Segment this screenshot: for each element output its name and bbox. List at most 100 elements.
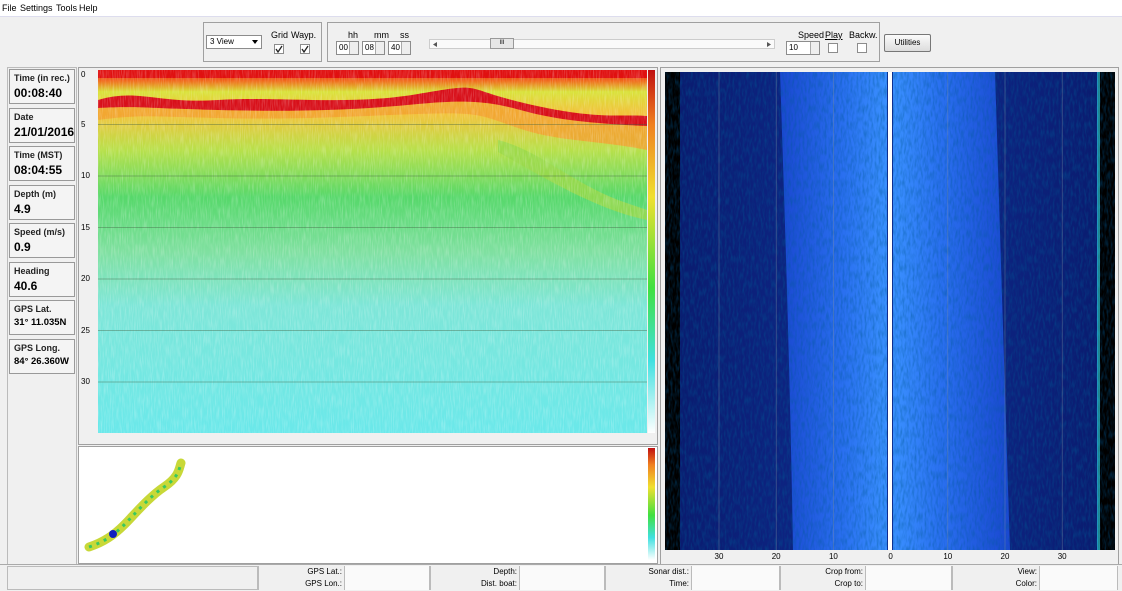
speed-label: Speed [798, 30, 824, 40]
map-panel [78, 446, 658, 564]
depth-tick-label: 15 [81, 223, 90, 232]
utilities-button[interactable]: Utilities [884, 34, 931, 52]
nadir-line [888, 72, 892, 550]
status-value [520, 566, 605, 578]
depth-tick-label: 10 [81, 171, 90, 180]
grid-checkbox[interactable] [274, 44, 284, 54]
view-select-text: 3 View [210, 37, 234, 46]
time-value: 00 [339, 43, 348, 52]
depth-tick-label: 5 [81, 120, 85, 129]
info-label: Depth (m) [14, 189, 74, 199]
edge-line [1097, 72, 1100, 550]
menu-item[interactable]: Tools [56, 3, 77, 13]
info-label: GPS Lat. [14, 304, 74, 314]
info-box: Time (MST) 08:04:55 [9, 146, 75, 181]
info-label: Time (MST) [14, 150, 74, 160]
boat-track [89, 463, 181, 547]
waypoints-checkbox[interactable] [300, 44, 310, 54]
status-value [692, 566, 780, 578]
time-label: hh [348, 30, 358, 40]
speed-spinner[interactable]: 10 [786, 41, 820, 55]
range-tick-label: 30 [709, 552, 729, 561]
range-tick-label: 10 [938, 552, 958, 561]
backward-label: Backw. [849, 30, 878, 40]
depth-tick-label: 25 [81, 326, 90, 335]
status-value [345, 578, 430, 590]
echogram-image [98, 70, 647, 433]
range-tick-label: 30 [1052, 552, 1072, 561]
app-window: FileSettingsToolsHelp 3 View Grid Wayp. … [0, 0, 1122, 590]
info-box: Speed (m/s) 0.9 [9, 223, 75, 258]
status-label: Dist. boat: [430, 578, 520, 590]
time-value: 08 [365, 43, 374, 52]
status-value [1040, 566, 1118, 578]
info-label: Date [14, 112, 74, 122]
backward-checkbox[interactable] [857, 43, 867, 53]
status-value [520, 578, 605, 590]
play-checkbox[interactable] [828, 43, 838, 53]
info-box: Depth (m) 4.9 [9, 185, 75, 220]
info-box: Heading 40.6 [9, 262, 75, 297]
status-label: View: [952, 566, 1040, 578]
play-label: Play [825, 30, 843, 40]
info-label: Speed (m/s) [14, 227, 74, 237]
map-color-bar [648, 448, 655, 560]
echo-color-bar [648, 70, 655, 433]
menu-item[interactable]: Help [79, 3, 98, 13]
status-label: Sonar dist.: [605, 566, 692, 578]
info-value: 84° 26.360W [14, 356, 74, 367]
track-detail [89, 463, 181, 547]
time-label: ss [400, 30, 409, 40]
check [275, 45, 283, 53]
info-box: GPS Long. 84° 26.360W [9, 339, 75, 374]
status-value [866, 566, 952, 578]
info-value: 08:04:55 [14, 163, 74, 177]
depth-tick-label: 20 [81, 274, 90, 283]
status-bar: GPS Lat.:Depth:Sonar dist.:Crop from:Vie… [0, 564, 1122, 591]
view-select[interactable]: 3 View [206, 35, 262, 49]
dropdown-arrow [252, 40, 258, 44]
status-label: Depth: [430, 566, 520, 578]
depth-tick-label: 0 [81, 70, 85, 79]
time-slider[interactable]: III [429, 39, 775, 49]
status-label: Color: [952, 578, 1040, 590]
menu-item[interactable]: Settings [20, 3, 53, 13]
info-value: 40.6 [14, 279, 74, 293]
boat-position [109, 530, 117, 538]
status-label: GPS Lat.: [258, 566, 345, 578]
time-spinner[interactable]: 00 [336, 41, 359, 55]
time-spinner[interactable]: 40 [388, 41, 411, 55]
status-value [1040, 578, 1118, 590]
time-spinner[interactable]: 08 [362, 41, 385, 55]
menu-item[interactable]: File [2, 3, 17, 13]
info-box: Time (in rec.) 00:08:40 [9, 69, 75, 104]
slider-left-arrow [433, 42, 437, 47]
track-map [79, 447, 657, 563]
status-label: GPS Lon.: [258, 578, 345, 590]
info-label: Heading [14, 266, 74, 276]
status-label: Time: [605, 578, 692, 590]
time-label: mm [374, 30, 389, 40]
status-label: Crop to: [780, 578, 866, 590]
info-value: 31° 11.035N [14, 317, 74, 328]
info-value: 00:08:40 [14, 86, 74, 100]
range-tick-label: 0 [881, 552, 901, 561]
view-group: 3 View Grid Wayp. [203, 22, 322, 62]
grid-label: Grid [271, 30, 288, 40]
slider-grip-text: III [499, 40, 504, 46]
slider-grip[interactable]: III [490, 38, 514, 49]
info-box: GPS Lat. 31° 11.035N [9, 300, 75, 335]
info-label: Time (in rec.) [14, 73, 74, 83]
info-value: 4.9 [14, 202, 74, 216]
range-tick-label: 20 [766, 552, 786, 561]
info-label: GPS Long. [14, 343, 74, 353]
info-box: Date 21/01/2016 [9, 108, 75, 143]
range-tick-label: 10 [823, 552, 843, 561]
depth-tick-label: 30 [81, 377, 90, 386]
info-value: 0.9 [14, 240, 74, 254]
info-value: 21/01/2016 [14, 125, 74, 139]
range-tick-label: 20 [995, 552, 1015, 561]
time-value: 40 [391, 43, 400, 52]
